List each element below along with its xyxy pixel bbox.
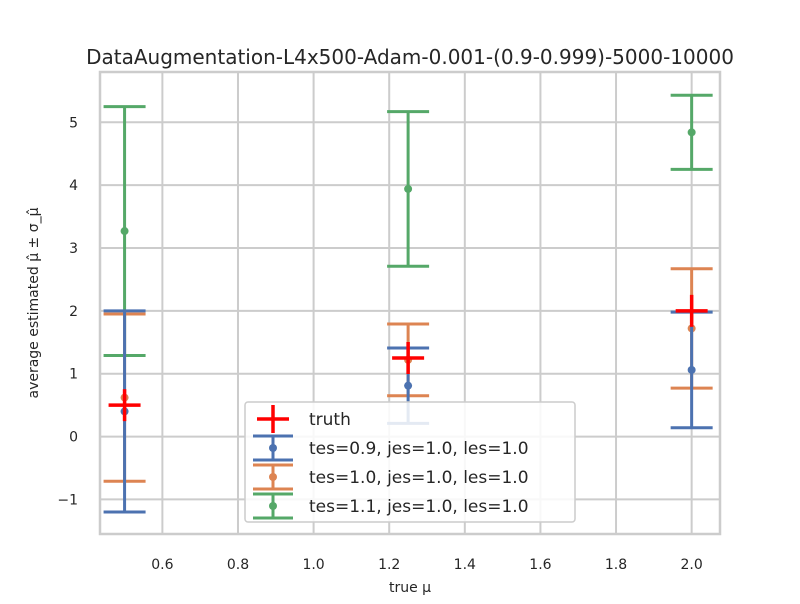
series-group [103,93,713,357]
x-tick-label: 1.6 [529,557,551,573]
x-tick-label: 1.4 [454,557,476,573]
y-axis-label: average estimated μ̂ ± σ_μ̂ [26,207,42,398]
x-tick-label: 2.0 [681,557,703,573]
x-tick-label: 0.8 [227,557,249,573]
x-tick-label: 1.8 [605,557,627,573]
legend-label: truth [309,410,351,430]
data-point [120,227,129,236]
x-tick-label: 0.6 [151,557,173,573]
y-tick-label: 1 [69,367,78,383]
y-tick-label: 3 [69,241,78,257]
x-axis-ticks: 0.6 0.8 1.0 1.2 1.4 1.6 1.8 2.0 [151,557,703,573]
legend-label: tes=1.1, jes=1.0, les=1.0 [309,497,529,517]
data-point [687,365,696,374]
y-axis-ticks: −1 0 1 2 3 4 5 [57,115,78,508]
y-tick-label: 0 [69,430,78,446]
y-tick-label: 2 [69,304,78,320]
chart-title: DataAugmentation-L4x500-Adam-0.001-(0.9-… [86,45,734,69]
legend-marker-point [269,502,277,510]
plot-frame [98,70,722,536]
x-tick-label: 1.2 [378,557,400,573]
legend-marker-point [269,444,277,452]
data-marks [103,93,713,514]
data-point [687,128,696,137]
grid [100,72,720,534]
legend: truth tes=0.9, jes=1.0, les=1.0 tes=1.0, j… [244,401,576,523]
truth-markers [108,294,708,422]
y-tick-label: 5 [69,115,78,131]
legend-marker-point [269,473,277,481]
data-point [404,184,413,193]
data-point [404,381,413,390]
legend-label: tes=0.9, jes=1.0, les=1.0 [309,439,529,459]
x-axis-label: true μ [389,580,431,596]
legend-label: tes=1.0, jes=1.0, les=1.0 [309,468,529,488]
legend-box [244,401,576,523]
x-tick-label: 1.0 [302,557,324,573]
y-tick-label: −1 [57,492,78,508]
y-tick-label: 4 [69,178,78,194]
